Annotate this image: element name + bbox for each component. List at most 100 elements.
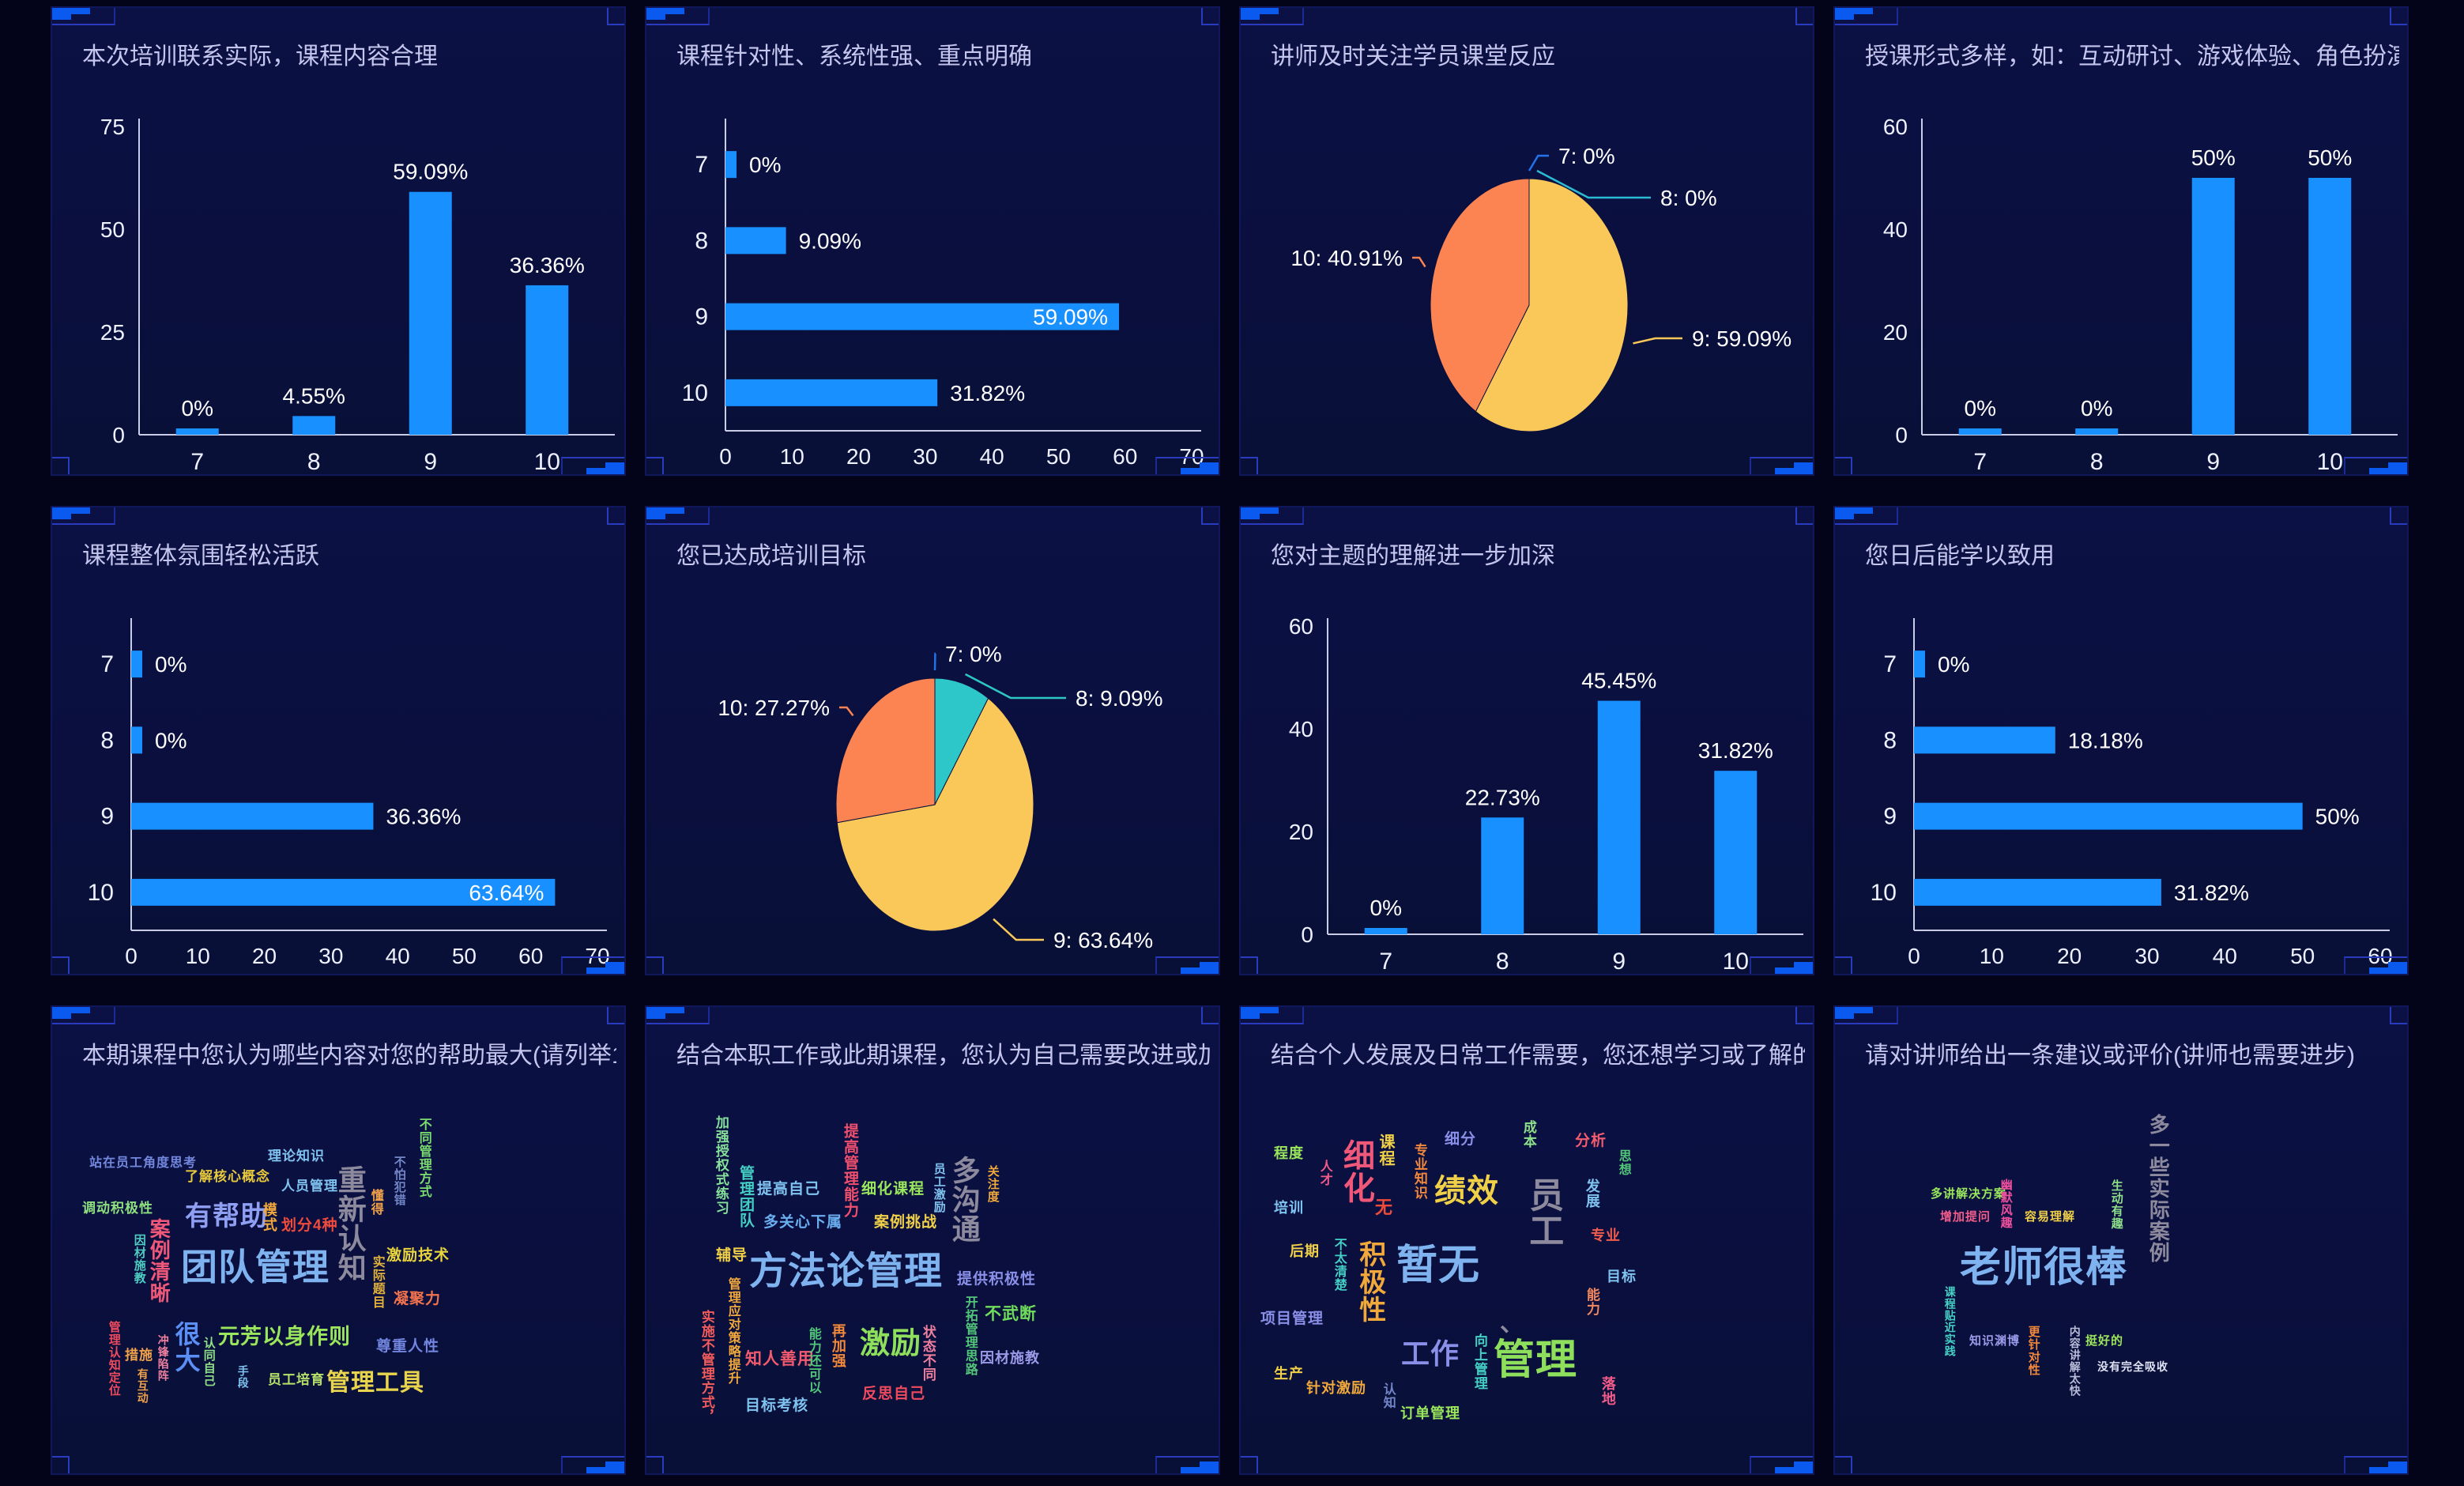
x-tick-label: 40 [386, 944, 410, 968]
bar [526, 285, 569, 435]
y-tick-label: 40 [1883, 217, 1908, 242]
cloud-word: 程度 [1274, 1145, 1304, 1161]
value-label: 59.09% [1033, 305, 1108, 330]
cloud-word: 加强授权式练习 [713, 1115, 729, 1215]
value-label: 18.18% [2068, 728, 2143, 752]
bar [725, 303, 1120, 330]
x-tick-label: 40 [2213, 944, 2237, 968]
x-tick-label: 60 [518, 944, 543, 968]
x-tick-label: 50 [1046, 444, 1071, 469]
corner-ornament-icon [52, 1456, 70, 1473]
pie-slice [934, 677, 989, 805]
x-tick-label: 40 [980, 444, 1004, 469]
hbar-svg: 0 10 20 30 40 50 607 0%8 18.18%9 50%10 31.82% [1871, 618, 2393, 968]
category-label: 9 [695, 304, 708, 330]
corner-ornament-icon [1835, 457, 1852, 474]
cloud-word: 不同管理方式 [416, 1118, 431, 1198]
word-cloud: 多讲解决方案 增加提问 幽默风趣 容易理解 生动有趣 多一些实际案例 老师很棒 课程贴近实践知… [1835, 1007, 2407, 1473]
cloud-word: 管理工具 [326, 1370, 424, 1396]
bar [725, 379, 938, 406]
corner-ornament-icon [646, 457, 664, 474]
corner-ornament-icon [1241, 956, 1258, 974]
pie-label: 10: 40.91% [1290, 246, 1403, 270]
x-tick-label: 20 [846, 444, 871, 469]
cloud-word: 辅导 [716, 1247, 748, 1264]
category-label: 8 [307, 449, 321, 475]
value-label: 0% [749, 153, 781, 177]
x-tick-label: 0 [719, 444, 732, 469]
y-tick-label: 20 [1883, 320, 1908, 345]
y-tick-label: 50 [100, 217, 125, 242]
corner-ornament-icon [1750, 956, 1813, 974]
cloud-word: 人员管理 [281, 1179, 338, 1194]
category-label: 10 [88, 880, 114, 906]
panel-q10: 结合本职工作或此期课程，您认为自己需要改进或加强 加强授权式练习 管理团队 提高自己… [645, 1005, 1220, 1475]
cloud-word: 多一些实际案例 [2146, 1114, 2171, 1263]
corner-ornament-icon [1241, 8, 1304, 25]
panel-q6: 您已达成培训目标 8: 9.09% 9: 63.64% 10: 27.27% 7: 0… [645, 506, 1220, 975]
bar [131, 726, 142, 754]
word-cloud: 程度 培训 人才 细化 课程 专业知识无 细分 绩效 成本 分析 思想 员工 发展 专业 后期 不太清楚 积极性… [1241, 1007, 1813, 1473]
category-label: 7 [695, 152, 708, 178]
pie-slice [836, 697, 1034, 932]
cloud-word: 有帮助 [185, 1201, 268, 1231]
bar [1714, 771, 1758, 934]
category-label: 9 [424, 449, 437, 475]
cloud-word: 分析 [1575, 1133, 1607, 1149]
cloud-word: 无 [1375, 1197, 1394, 1217]
cloud-word: 凝聚力 [394, 1291, 442, 1307]
pie-svg: 8: 9.09% 9: 63.64% 10: 27.27% 7: 0% [718, 642, 1162, 952]
corner-ornament-icon [2344, 1456, 2407, 1473]
value-label: 0% [182, 396, 213, 421]
cloud-word: 人才 [1317, 1160, 1332, 1186]
cloud-word: 元芳以身作则 [218, 1325, 351, 1348]
bar [1914, 651, 1925, 678]
x-tick-label: 10 [186, 944, 210, 968]
value-label: 31.82% [1698, 738, 1773, 763]
cloud-word: 因材施教 [132, 1234, 146, 1284]
panel-title: 课程针对性、系统性强、重点明确 [676, 43, 1032, 70]
cloud-word: 开拓管理思路 [963, 1296, 977, 1376]
leader-line [839, 706, 854, 717]
hbar-chart: 0 10 20 30 40 50 60 70 7 0% 8 9.09% 9 59.09% 10 31.82% [646, 8, 1219, 474]
cloud-word: 增加提问 [1940, 1210, 1991, 1224]
corner-ornament-icon [2344, 457, 2407, 474]
cloud-word: 成本 [1520, 1120, 1536, 1148]
corner-ornament-icon [1835, 956, 1852, 974]
pie-chart: 8: 9.09% 9: 63.64% 10: 27.27% 7: 0% [646, 507, 1219, 974]
panel-title: 课程整体氛围轻松活跃 [82, 543, 319, 569]
corner-ornament-icon [2344, 956, 2407, 974]
cloud-word: 措施 [125, 1348, 153, 1363]
cloud-word: 多沟通 [948, 1156, 981, 1243]
leader-line [1633, 337, 1682, 345]
cloud-word: 更针对性 [2026, 1326, 2040, 1376]
cloud-word: 管理应对策略提升 [725, 1277, 740, 1385]
pie-label: 7: 0% [945, 642, 1002, 666]
category-label: 7 [1883, 651, 1897, 677]
corner-ornament-icon [52, 956, 70, 974]
bar [1364, 928, 1407, 934]
cloud-word: 方法论管理 [749, 1250, 944, 1292]
panel-q7: 您对主题的理解进一步加深 0 20 40 60 0% 7 22.73% 8 45.45% 9 31.… [1239, 506, 1814, 975]
y-tick-label: 0 [1301, 922, 1313, 947]
cloud-word: 员工激励 [932, 1163, 946, 1213]
value-label: 31.82% [2174, 881, 2249, 905]
category-label: 10 [534, 449, 560, 475]
bar-chart: 0 20 40 60 0% 7 0% 8 50% 9 50% 10 [1835, 8, 2407, 474]
y-tick-label: 20 [1289, 820, 1313, 844]
value-label: 9.09% [799, 228, 861, 253]
panel-q9: 本期课程中您认为哪些内容对您的帮助最大(请列举1～ 站在员工角度思考 了解核心概念… [51, 1005, 626, 1475]
cloud-word: 专业知识 [1411, 1143, 1427, 1200]
corner-ornament-icon [1201, 8, 1219, 25]
corner-ornament-icon [1155, 956, 1219, 974]
cloud-word: 落地 [1599, 1376, 1616, 1406]
bar [1597, 700, 1641, 934]
pie-label: 7: 0% [1558, 144, 1615, 168]
corner-ornament-icon [561, 457, 624, 474]
corner-ornament-icon [1241, 457, 1258, 474]
cloud-word: 细分 [1445, 1131, 1477, 1148]
bar [292, 416, 336, 435]
bar-svg: 0 20 40 60 0% 7 0% 8 50% 9 50% 10 [1883, 115, 2398, 474]
value-label: 0% [155, 728, 186, 752]
pie-label: 9: 63.64% [1053, 928, 1153, 952]
